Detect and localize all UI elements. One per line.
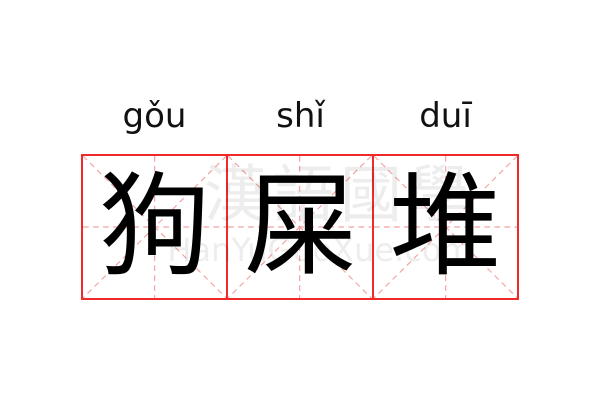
character-cell-1: 屎 <box>226 154 374 300</box>
grid-guides <box>83 156 227 298</box>
pinyin-0: gǒu <box>122 96 187 136</box>
character-cell-2: 堆 <box>371 154 519 300</box>
character: 堆 <box>389 162 502 292</box>
character: 屎 <box>243 162 356 292</box>
pinyin-2: duī <box>419 96 472 136</box>
character-cell-0: 狗 <box>81 154 229 300</box>
grid-guides <box>228 156 372 298</box>
character-grid: 狗 屎 堆 <box>81 154 519 300</box>
character: 狗 <box>98 162 211 292</box>
pinyin-1: shǐ <box>276 96 325 136</box>
grid-guides <box>373 156 517 298</box>
